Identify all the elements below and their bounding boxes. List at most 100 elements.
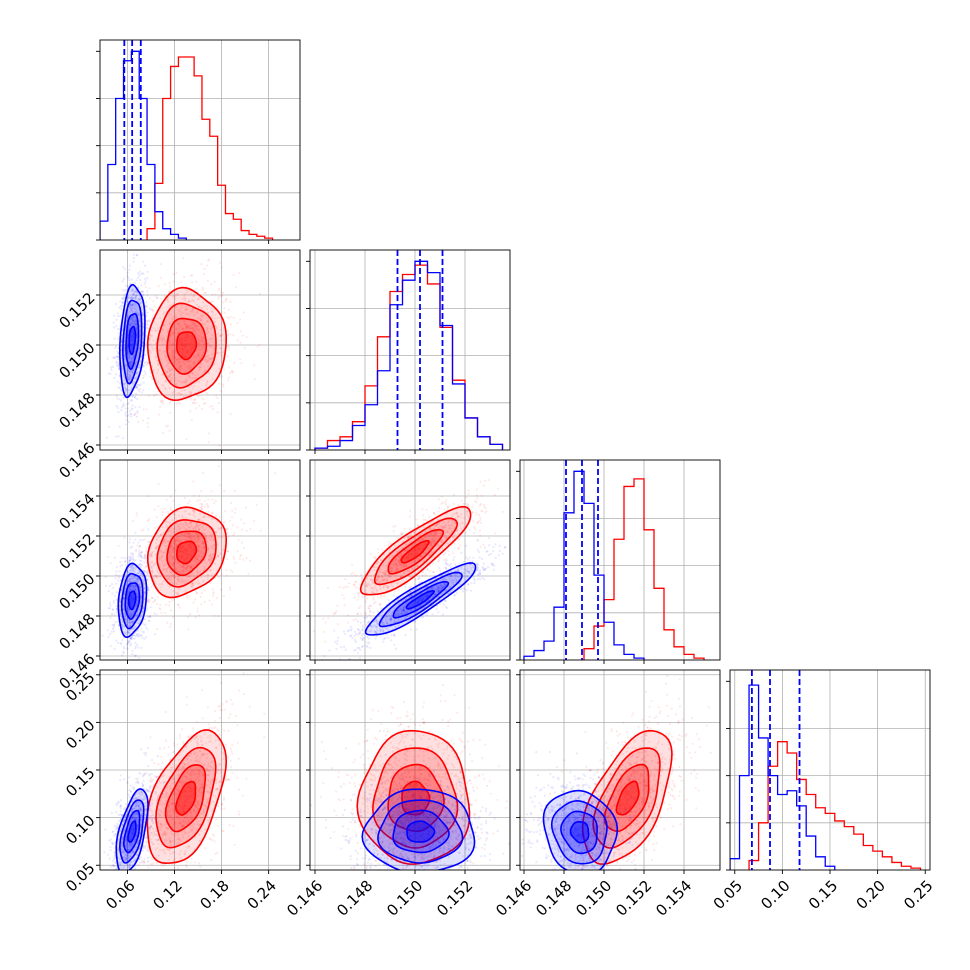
- scatter-point: [208, 599, 211, 602]
- scatter-point: [206, 343, 209, 346]
- scatter-point: [198, 570, 201, 573]
- scatter-point: [139, 634, 142, 637]
- scatter-point: [233, 489, 236, 492]
- scatter-point: [185, 325, 188, 328]
- scatter-point: [433, 511, 436, 514]
- scatter-point: [184, 532, 187, 535]
- scatter-point: [210, 346, 213, 349]
- scatter-point: [184, 306, 187, 309]
- scatter-point: [388, 541, 391, 544]
- scatter-point: [130, 296, 133, 299]
- scatter-point: [172, 325, 175, 328]
- scatter-point: [178, 360, 181, 363]
- scatter-point: [186, 336, 189, 339]
- scatter-point: [392, 530, 395, 533]
- scatter-point: [206, 577, 209, 580]
- scatter-point: [139, 387, 142, 390]
- scatter-point: [134, 363, 137, 366]
- scatter-point: [155, 603, 158, 606]
- scatter-point: [187, 532, 190, 535]
- scatter-point: [136, 613, 139, 616]
- scatter-point: [137, 384, 140, 387]
- scatter-point: [189, 365, 192, 368]
- scatter-point: [134, 298, 137, 301]
- scatter-point: [414, 578, 417, 581]
- scatter-point: [145, 571, 148, 574]
- scatter-point: [205, 356, 208, 359]
- scatter-point: [128, 362, 131, 365]
- scatter-point: [138, 270, 141, 273]
- scatter-point: [179, 580, 182, 584]
- scatter-point: [172, 550, 175, 554]
- scatter-point: [137, 388, 140, 391]
- scatter-point: [123, 268, 126, 271]
- scatter-point: [126, 570, 129, 573]
- scatter-point: [139, 329, 142, 332]
- scatter-point: [104, 575, 107, 579]
- scatter-point: [198, 366, 201, 369]
- scatter-point: [177, 322, 180, 325]
- scatter-point: [185, 569, 188, 572]
- scatter-point: [185, 324, 188, 327]
- scatter-point: [132, 541, 135, 544]
- scatter-point: [153, 563, 156, 566]
- scatter-point: [129, 363, 132, 366]
- scatter-point: [154, 574, 157, 577]
- scatter-point: [181, 565, 184, 568]
- scatter-point: [147, 586, 150, 590]
- scatter-point: [137, 298, 140, 301]
- scatter-point: [483, 503, 486, 507]
- scatter-point: [131, 320, 134, 323]
- scatter-point: [219, 335, 222, 338]
- scatter-point: [496, 487, 499, 490]
- scatter-point: [180, 341, 184, 344]
- scatter-point: [140, 556, 143, 559]
- scatter-point: [157, 556, 160, 559]
- scatter-point: [128, 296, 131, 299]
- scatter-point: [193, 510, 196, 513]
- scatter-point: [137, 313, 140, 317]
- scatter-point: [168, 367, 171, 371]
- scatter-point: [164, 380, 168, 383]
- scatter-point: [141, 539, 144, 542]
- scatter-point: [179, 313, 183, 316]
- scatter-point: [128, 625, 131, 628]
- scatter-point: [185, 596, 188, 599]
- scatter-point: [175, 543, 178, 546]
- scatter-point: [181, 545, 184, 548]
- scatter-point: [155, 613, 158, 616]
- scatter-point: [142, 376, 145, 380]
- scatter-point: [135, 334, 138, 337]
- scatter-point: [155, 372, 159, 375]
- scatter-point: [169, 553, 172, 556]
- scatter-point: [197, 395, 200, 398]
- scatter-point: [204, 535, 207, 538]
- scatter-point: [132, 382, 135, 385]
- scatter-point: [171, 557, 174, 561]
- scatter-point: [137, 314, 140, 317]
- scatter-point: [132, 634, 136, 637]
- scatter-point: [168, 560, 171, 564]
- scatter-point: [151, 569, 154, 572]
- scatter-point: [172, 273, 175, 276]
- scatter-point: [154, 547, 157, 550]
- scatter-point: [168, 374, 171, 377]
- scatter-point: [130, 577, 133, 580]
- scatter-point: [115, 302, 118, 306]
- scatter-point: [120, 334, 123, 337]
- scatter-point: [150, 335, 153, 338]
- scatter-point: [172, 574, 175, 577]
- scatter-point: [167, 540, 170, 543]
- scatter-point: [160, 611, 163, 614]
- scatter-point: [169, 334, 172, 337]
- scatter-point: [192, 509, 195, 512]
- scatter-point: [341, 593, 344, 597]
- scatter-point: [190, 348, 193, 352]
- scatter-point: [110, 368, 113, 371]
- scatter-point: [153, 575, 156, 578]
- scatter-point: [143, 570, 146, 573]
- scatter-point: [202, 371, 205, 374]
- scatter-point: [129, 375, 132, 378]
- scatter-point: [138, 366, 141, 369]
